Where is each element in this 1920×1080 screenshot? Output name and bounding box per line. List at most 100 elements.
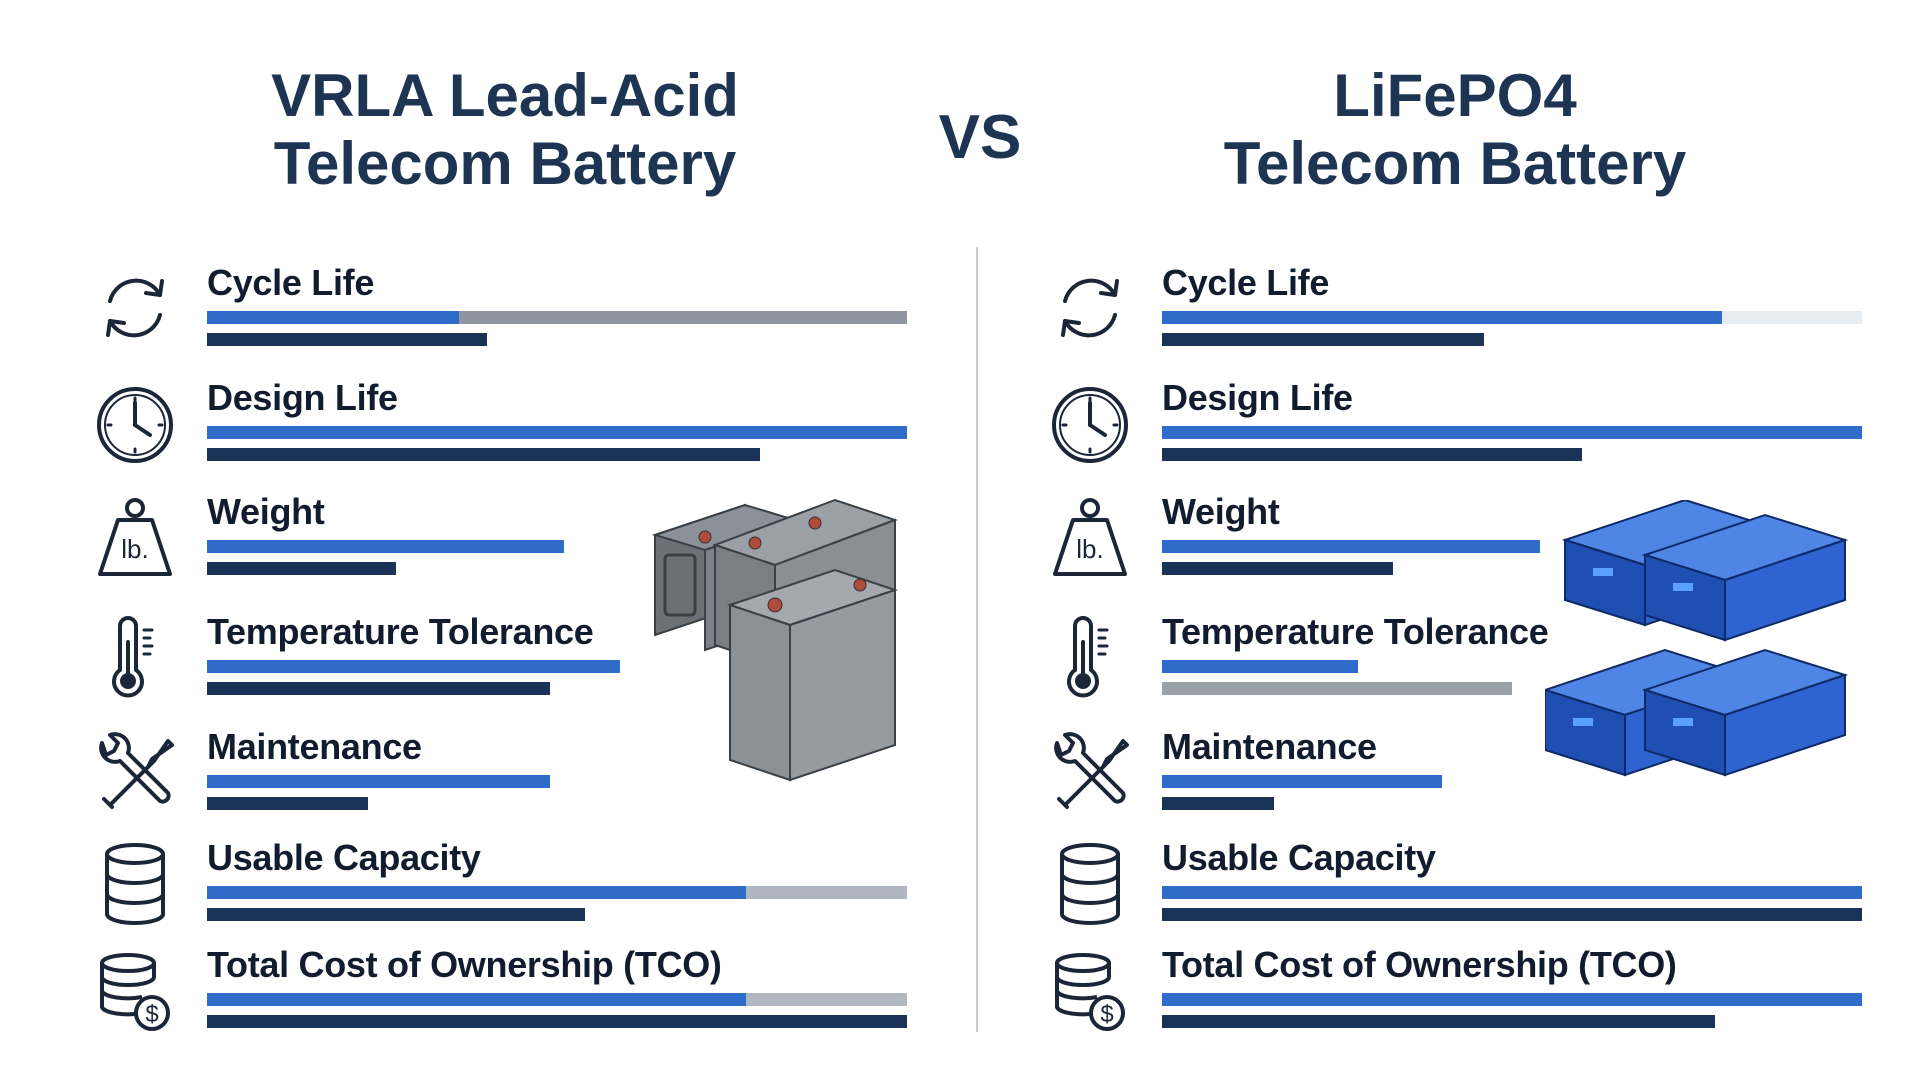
left-row-usable-capacity: Usable Capacity	[90, 838, 950, 948]
primary-bar-fill	[1162, 311, 1722, 324]
primary-bar-fill	[207, 311, 459, 324]
primary-bar-track	[207, 660, 907, 673]
secondary-bar-track	[1162, 562, 1862, 575]
right-row-total-cost-of-ownership-tco: $ Total Cost of Ownership (TCO)	[1045, 945, 1905, 1055]
coins-dollar-icon: $	[1045, 945, 1135, 1035]
primary-bar-track	[1162, 775, 1862, 788]
secondary-bar-fill	[207, 1015, 907, 1028]
left-row-maintenance: Maintenance	[90, 727, 950, 837]
primary-bar-fill	[1162, 886, 1862, 899]
right-row-design-life: Design Life	[1045, 378, 1905, 488]
primary-bar-fill	[1162, 660, 1358, 673]
vrla-panel: Cycle Life Design Life lb. Weight Temperatur…	[90, 0, 950, 1080]
clock-icon	[90, 378, 180, 468]
secondary-bar-track	[207, 1015, 907, 1028]
right-row-usable-capacity: Usable Capacity	[1045, 838, 1905, 948]
row-label: Design Life	[1162, 377, 1353, 418]
svg-text:lb.: lb.	[1076, 534, 1103, 564]
primary-bar-track	[207, 540, 907, 553]
vrla-title-line1: VRLA Lead-Acid	[271, 62, 739, 129]
primary-bar-track	[1162, 426, 1862, 439]
secondary-bar-track	[207, 682, 907, 695]
primary-bar-fill	[1162, 426, 1862, 439]
secondary-bar-fill	[1162, 333, 1484, 346]
secondary-bar-track	[1162, 448, 1862, 461]
vrla-title-line2: Telecom Battery	[273, 130, 737, 197]
thermometer-icon	[90, 612, 180, 702]
primary-bar-track	[1162, 540, 1862, 553]
secondary-bar-fill	[207, 448, 760, 461]
left-row-cycle-life: Cycle Life	[90, 263, 950, 373]
primary-bar-track	[207, 775, 907, 788]
primary-bar-fill	[207, 660, 620, 673]
secondary-bar-fill	[1162, 797, 1274, 810]
clock-icon	[1045, 378, 1135, 468]
lifepo4-title: LiFePO4 Telecom Battery	[1140, 62, 1770, 198]
secondary-bar-fill	[1162, 448, 1582, 461]
wrench-screwdriver-icon	[90, 727, 180, 817]
primary-bar-track	[1162, 660, 1862, 673]
secondary-bar-fill	[1162, 682, 1512, 695]
primary-bar-fill	[207, 426, 907, 439]
lifepo4-rack-batteries-illustration	[1545, 500, 1849, 777]
right-row-maintenance: Maintenance	[1045, 727, 1905, 837]
primary-bar-fill	[207, 540, 564, 553]
right-row-weight: lb. Weight	[1045, 492, 1905, 602]
svg-text:$: $	[1100, 1001, 1113, 1028]
database-icon	[1045, 838, 1135, 928]
secondary-bar-track	[1162, 908, 1862, 921]
secondary-bar-fill	[207, 333, 487, 346]
secondary-bar-track	[1162, 1015, 1862, 1028]
primary-bar-track	[207, 993, 907, 1006]
wrench-screwdriver-icon	[1045, 727, 1135, 817]
row-label: Temperature Tolerance	[1162, 611, 1549, 652]
secondary-bar-track	[207, 448, 907, 461]
svg-text:$: $	[145, 1001, 158, 1028]
row-label: Usable Capacity	[207, 837, 481, 878]
primary-bar-track	[207, 886, 907, 899]
left-row-total-cost-of-ownership-tco: $ Total Cost of Ownership (TCO)	[90, 945, 950, 1055]
row-label: Maintenance	[207, 726, 422, 767]
row-label: Cycle Life	[207, 262, 375, 303]
secondary-bar-track	[207, 333, 907, 346]
primary-bar-track	[207, 426, 907, 439]
left-row-design-life: Design Life	[90, 378, 950, 488]
primary-bar-fill	[1162, 775, 1442, 788]
svg-text:lb.: lb.	[121, 534, 148, 564]
secondary-bar-fill	[207, 908, 585, 921]
primary-bar-track	[1162, 311, 1862, 324]
vrla-batteries-illustration	[651, 498, 899, 782]
row-label: Total Cost of Ownership (TCO)	[207, 944, 722, 985]
coins-dollar-icon: $	[90, 945, 180, 1035]
row-label: Temperature Tolerance	[207, 611, 594, 652]
primary-bar-track	[1162, 886, 1862, 899]
right-row-cycle-life: Cycle Life	[1045, 263, 1905, 373]
secondary-bar-track	[1162, 682, 1862, 695]
row-label: Weight	[1162, 491, 1280, 532]
vs-label: VS	[938, 103, 1022, 172]
row-label: Cycle Life	[1162, 262, 1330, 303]
lifepo4-title-line1: LiFePO4	[1333, 62, 1577, 129]
lifepo4-title-line2: Telecom Battery	[1223, 130, 1687, 197]
cycle-arrows-icon	[90, 263, 180, 353]
lifepo4-panel: Cycle Life Design Life lb. Weight Temperatur…	[1045, 0, 1905, 1080]
thermometer-icon	[1045, 612, 1135, 702]
primary-bar-fill	[207, 993, 746, 1006]
cycle-arrows-icon	[1045, 263, 1135, 353]
row-label: Design Life	[207, 377, 398, 418]
secondary-bar-fill	[207, 682, 550, 695]
database-icon	[90, 838, 180, 928]
right-row-temperature-tolerance: Temperature Tolerance	[1045, 612, 1905, 722]
primary-bar-fill	[207, 775, 550, 788]
row-label: Total Cost of Ownership (TCO)	[1162, 944, 1677, 985]
secondary-bar-fill	[1162, 908, 1862, 921]
weight-lb-icon: lb.	[1045, 492, 1135, 582]
secondary-bar-track	[207, 797, 907, 810]
primary-bar-fill	[1162, 540, 1540, 553]
secondary-bar-track	[207, 908, 907, 921]
row-label: Maintenance	[1162, 726, 1377, 767]
left-row-weight: lb. Weight	[90, 492, 950, 602]
primary-bar-fill	[207, 886, 746, 899]
primary-bar-fill	[1162, 993, 1862, 1006]
primary-bar-track	[207, 311, 907, 324]
